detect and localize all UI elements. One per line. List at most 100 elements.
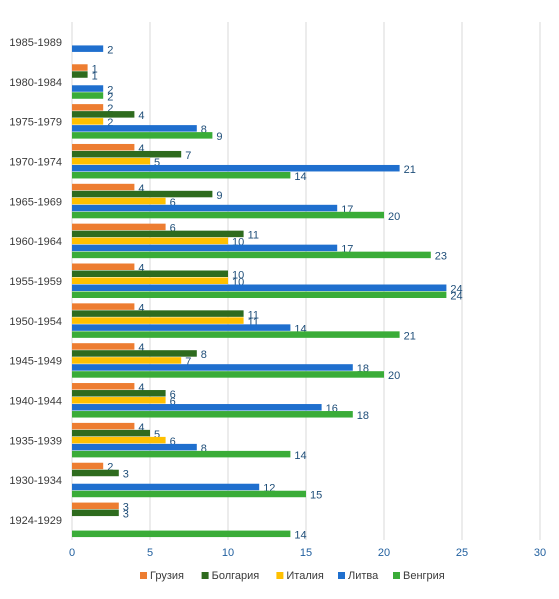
bar (72, 183, 135, 191)
bar (72, 371, 384, 378)
bar (72, 429, 150, 437)
bar (72, 291, 447, 298)
bar (72, 118, 104, 125)
bar (72, 164, 400, 172)
bar (72, 530, 291, 538)
data-label: 6 (170, 389, 176, 401)
x-tick-label: 5 (147, 547, 153, 559)
bar (72, 197, 166, 205)
data-label: 5 (154, 429, 160, 441)
data-label: 7 (185, 356, 191, 368)
data-label: 20 (388, 211, 400, 223)
bar (72, 331, 400, 338)
bar (72, 244, 338, 252)
category-label: 1975-1979 (9, 117, 62, 129)
data-label: 10 (232, 270, 244, 282)
bar (72, 350, 197, 357)
bar (72, 190, 213, 198)
bar (72, 502, 119, 510)
data-label: 24 (450, 284, 462, 296)
bar (72, 132, 213, 139)
category-label: 1980-1984 (9, 77, 62, 89)
bar (72, 223, 166, 231)
legend-swatch (201, 572, 209, 579)
data-label: 6 (170, 197, 176, 209)
bar (72, 364, 353, 371)
data-label: 8 (201, 443, 207, 455)
bar (72, 230, 244, 238)
data-label: 4 (138, 110, 144, 122)
data-label: 2 (107, 117, 113, 129)
data-label: 4 (138, 183, 144, 195)
data-label: 4 (138, 302, 144, 314)
bar (72, 324, 291, 331)
x-tick-label: 0 (69, 547, 75, 559)
legend-label: Венгрия (403, 570, 445, 582)
data-label: 21 (404, 164, 416, 176)
category-label: 1970-1974 (9, 156, 62, 168)
data-label: 4 (138, 422, 144, 434)
data-label: 8 (201, 349, 207, 361)
x-tick-label: 25 (456, 547, 468, 559)
bar (72, 397, 166, 404)
x-tick-label: 20 (378, 547, 390, 559)
bar (72, 411, 353, 418)
bar (72, 64, 88, 71)
bar (72, 483, 260, 491)
bar (72, 469, 119, 477)
category-label: 1955-1959 (9, 276, 62, 288)
bar (72, 343, 135, 350)
bar (72, 436, 166, 444)
data-label: 3 (123, 469, 129, 481)
bar (72, 104, 104, 111)
bar (72, 150, 182, 158)
legend-label: Грузия (150, 570, 184, 582)
data-label: 11 (248, 316, 259, 328)
legend-swatch (338, 572, 345, 579)
legend-label: Болгария (212, 570, 260, 582)
bar (72, 92, 104, 99)
data-label: 5 (154, 157, 160, 169)
legend-swatch (276, 572, 284, 579)
category-label: 1985-1989 (9, 37, 62, 49)
legend-label: Италия (286, 570, 324, 582)
data-label: 9 (216, 131, 222, 143)
data-label: 6 (170, 223, 176, 235)
data-label: 24 (450, 291, 462, 303)
bar (72, 204, 338, 212)
bar (72, 263, 135, 270)
bar (72, 251, 431, 259)
data-label: 2 (107, 84, 113, 96)
data-label: 21 (404, 330, 416, 342)
legend-label: Литва (348, 570, 379, 582)
bar (72, 111, 135, 118)
data-label: 1 (92, 63, 98, 75)
bar (72, 450, 291, 458)
bar (72, 125, 197, 132)
category-label: 1965-1969 (9, 196, 62, 208)
data-label: 6 (170, 396, 176, 408)
bar (72, 270, 228, 277)
bar (72, 422, 135, 430)
bar (72, 211, 384, 219)
data-label: 23 (435, 251, 447, 263)
data-label: 2 (107, 103, 113, 115)
data-label: 20 (388, 370, 400, 382)
bar (72, 303, 135, 310)
x-tick-label: 10 (222, 547, 234, 559)
x-tick-label: 15 (300, 547, 312, 559)
data-label: 4 (138, 143, 144, 155)
data-label: 2 (107, 462, 113, 474)
data-label: 4 (138, 263, 144, 275)
bar (72, 509, 119, 517)
data-label: 7 (185, 150, 191, 162)
data-label: 2 (107, 44, 113, 56)
bar (72, 143, 135, 151)
bar (72, 462, 104, 470)
category-label: 1930-1934 (9, 475, 62, 487)
bar (72, 404, 322, 411)
bar (72, 284, 447, 291)
bar (72, 237, 228, 245)
data-label: 14 (294, 450, 306, 462)
